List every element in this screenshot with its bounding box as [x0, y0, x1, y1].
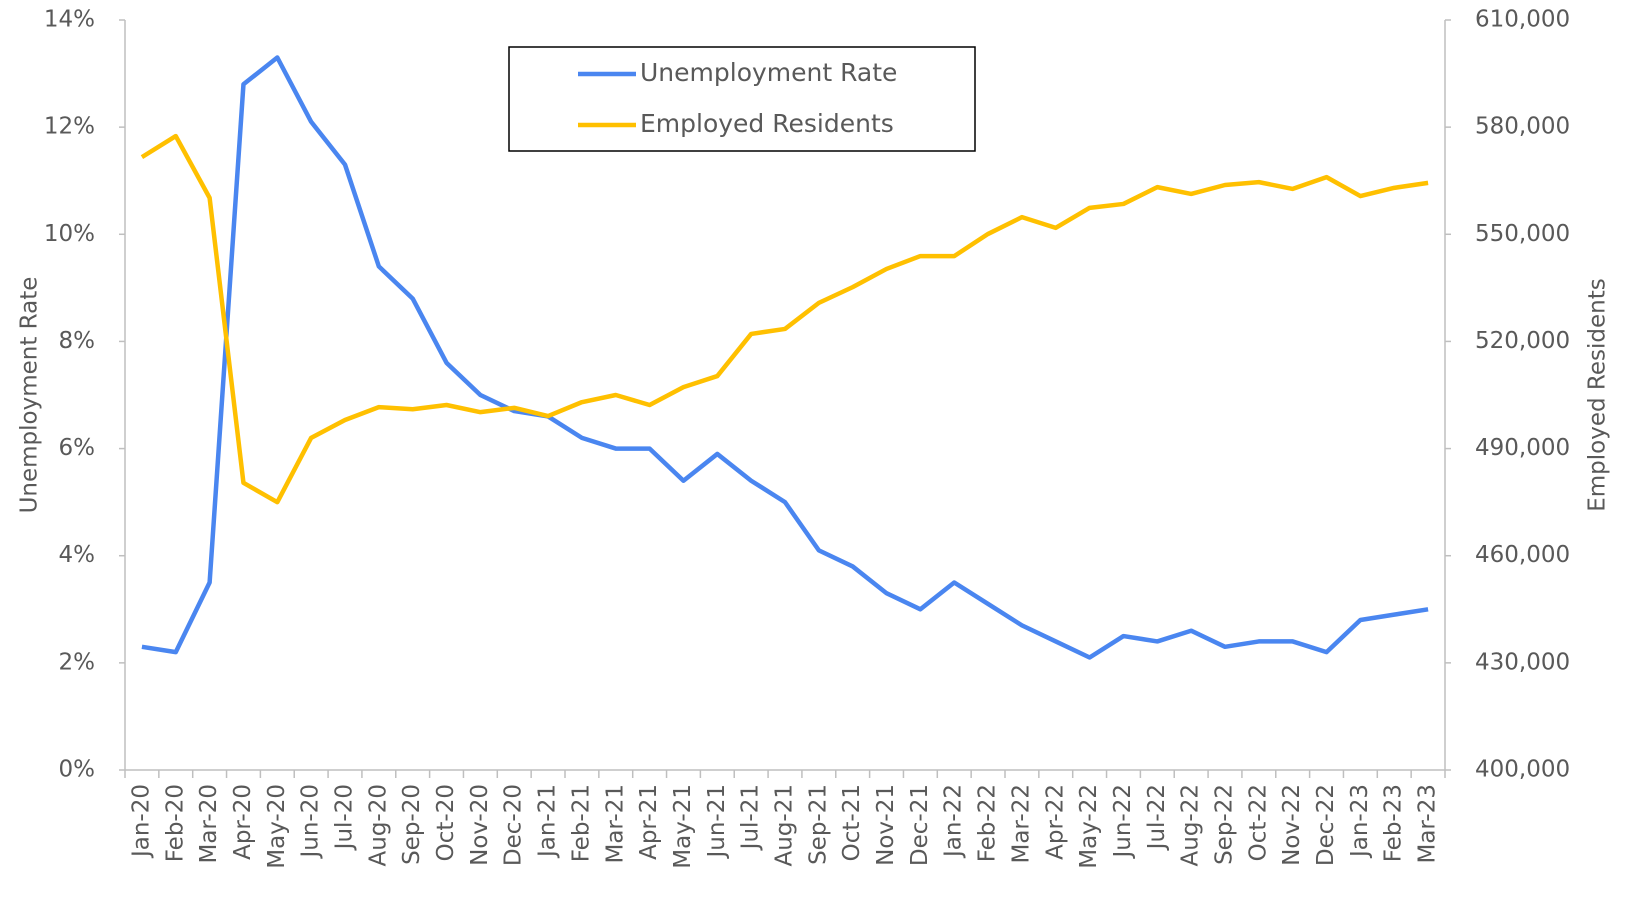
x-tick-label: Jul-20	[332, 784, 358, 851]
y2-tick-label: 520,000	[1475, 328, 1570, 354]
y2-tick-label: 580,000	[1475, 114, 1570, 140]
y2-tick-label: 550,000	[1475, 221, 1570, 247]
line-series	[140, 133, 1429, 505]
x-tick-label: May-20	[264, 784, 290, 869]
x-tick-label: Jan-22	[941, 784, 967, 859]
x-tick-label: Aug-22	[1178, 784, 1204, 866]
x-tick-label: Feb-20	[162, 784, 188, 862]
y-tick-label: 4%	[59, 542, 96, 568]
y2-tick-label: 400,000	[1475, 757, 1570, 783]
x-tick-label: May-21	[670, 784, 696, 869]
x-tick-label: Mar-23	[1415, 784, 1441, 864]
x-tick-label: Nov-22	[1279, 784, 1305, 866]
y-tick-label: 2%	[59, 649, 96, 675]
x-tick-label: Jun-20	[298, 784, 324, 860]
x-tick-label: Dec-22	[1313, 784, 1339, 866]
x-tick-label: Dec-21	[907, 784, 933, 866]
line-series	[141, 55, 1429, 660]
x-tick-label: Mar-20	[196, 784, 222, 864]
x-tick-label: Dec-20	[501, 784, 527, 866]
x-tick-label: Nov-20	[467, 784, 493, 866]
y-tick-label: 12%	[44, 114, 95, 140]
x-tick-label: Apr-20	[230, 784, 256, 860]
legend-label: Unemployment Rate	[640, 58, 897, 87]
y2-tick-label: 610,000	[1475, 7, 1570, 33]
y-tick-label: 14%	[44, 7, 95, 33]
y-tick-label: 0%	[59, 757, 96, 783]
x-tick-label: Feb-23	[1381, 784, 1407, 862]
x-tick-label: Jan-21	[535, 784, 561, 859]
x-tick-label: Apr-22	[1042, 784, 1068, 860]
x-tick-label: Jan-20	[128, 784, 154, 859]
y2-axis-label: Employed Residents	[1585, 278, 1611, 511]
legend-box	[508, 46, 976, 152]
y-axis-label: Unemployment Rate	[17, 277, 43, 514]
x-tick-label: Mar-22	[1008, 784, 1034, 864]
x-tick-label: Feb-22	[975, 784, 1001, 862]
x-tick-label: May-22	[1076, 784, 1102, 869]
x-tick-label: Oct-21	[839, 784, 865, 861]
y-tick-label: 10%	[44, 221, 95, 247]
x-tick-label: Jul-21	[738, 784, 764, 851]
legend: Unemployment Rate Employed Residents	[508, 46, 976, 152]
x-tick-label: Jul-22	[1144, 784, 1170, 851]
y2-tick-label: 430,000	[1475, 649, 1570, 675]
x-tick-label: Jun-22	[1110, 784, 1136, 860]
x-tick-label: Mar-21	[602, 784, 628, 864]
x-tick-label: Feb-21	[568, 784, 594, 862]
x-tick-label: Sep-22	[1212, 784, 1238, 865]
x-tick-label: Jan-23	[1347, 784, 1373, 859]
y2-tick-label: 460,000	[1475, 542, 1570, 568]
y-tick-label: 8%	[59, 328, 96, 354]
y2-tick-label: 490,000	[1475, 435, 1570, 461]
x-tick-label: Sep-21	[805, 784, 831, 865]
x-tick-label: Oct-22	[1245, 784, 1271, 861]
x-tick-label: Aug-20	[365, 784, 391, 866]
x-tick-label: Apr-21	[636, 784, 662, 860]
legend-label: Employed Residents	[640, 109, 894, 138]
x-tick-label: Aug-21	[772, 784, 798, 866]
x-tick-label: Jun-21	[704, 784, 730, 860]
x-tick-label: Oct-20	[433, 784, 459, 861]
x-tick-label: Sep-20	[399, 784, 425, 865]
y-tick-label: 6%	[59, 435, 96, 461]
x-tick-label: Nov-21	[873, 784, 899, 866]
